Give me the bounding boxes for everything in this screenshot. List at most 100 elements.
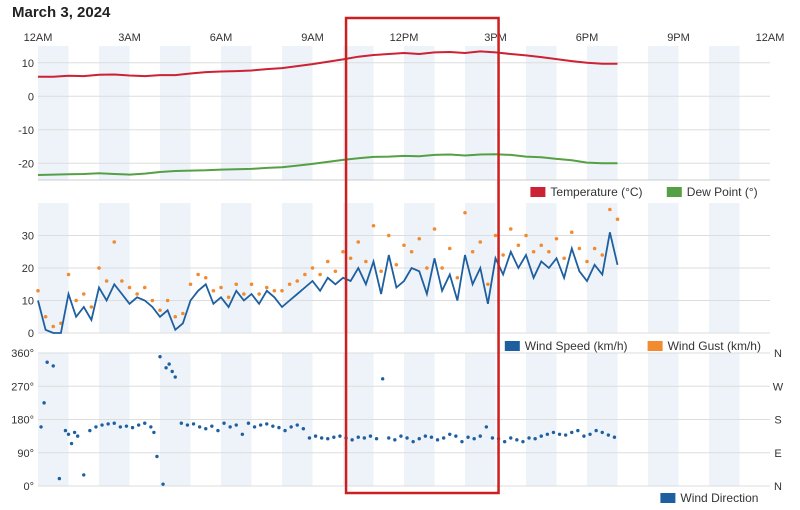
- wind-direction-point: [478, 434, 482, 438]
- wind-direction-point: [39, 425, 43, 429]
- wind-direction-point: [161, 482, 165, 486]
- page-title: March 3, 2024: [12, 4, 111, 21]
- highlight-rectangle: [344, 16, 500, 495]
- dew_point-line: [37, 153, 618, 176]
- y-tick-label: 0: [28, 91, 34, 103]
- wind-gust-point: [562, 256, 566, 261]
- wind-direction-point: [612, 435, 617, 439]
- highlight-box: [344, 16, 500, 495]
- y-tick-label: 10: [22, 58, 34, 70]
- wind-direction-point: [472, 437, 476, 441]
- chart-series: [36, 50, 620, 486]
- wind-direction-point: [167, 362, 171, 366]
- wind-direction-point: [51, 364, 55, 368]
- wind-direction-point: [326, 437, 330, 441]
- wind-direction-point: [429, 435, 434, 439]
- wind-direction-point: [557, 432, 562, 436]
- legend-swatch: [660, 493, 676, 503]
- wind-direction-point: [136, 423, 141, 427]
- wind-direction-point: [112, 421, 116, 425]
- wind-direction-point: [234, 423, 238, 427]
- wind-gust-point: [150, 298, 155, 303]
- wind-gust-point: [280, 288, 284, 293]
- wind-gust-point: [264, 285, 269, 290]
- wind-gust-point: [97, 266, 101, 270]
- wind-gust-point: [585, 259, 589, 264]
- wind-direction-point: [228, 425, 232, 429]
- wind-gust-point: [226, 295, 231, 300]
- wind-direction-point: [509, 436, 513, 440]
- wind-direction-point: [88, 428, 92, 433]
- wind-direction-point: [155, 454, 159, 459]
- y-tick-label: -10: [18, 125, 34, 137]
- legend-swatch: [647, 341, 663, 351]
- direction-compass-labels: N W S E N: [773, 348, 784, 493]
- wind-gust-point: [203, 275, 208, 280]
- legend-label: Wind Direction: [680, 491, 758, 505]
- wind-direction-point: [252, 425, 257, 429]
- wind-direction-point: [380, 377, 385, 381]
- wind-gust-point: [249, 282, 254, 287]
- wind-direction-point: [191, 422, 196, 426]
- wind-gust-point: [120, 279, 124, 283]
- wind-gust-point: [89, 305, 94, 309]
- wind-gust-point: [127, 285, 132, 290]
- x-tick-label: 3PM: [484, 32, 507, 44]
- wind-direction-point: [149, 425, 153, 429]
- wind-direction-point: [158, 354, 162, 359]
- wind-direction-point: [66, 432, 71, 436]
- wind-gust-point: [142, 285, 147, 290]
- wind-gust-point: [234, 282, 239, 287]
- wind-direction-point: [545, 432, 550, 436]
- wind-direction-point: [258, 423, 263, 427]
- wind-gust-point: [104, 279, 109, 283]
- wind-direction-point: [94, 425, 98, 429]
- wind-direction-point: [374, 437, 379, 441]
- wind-gust-point: [577, 246, 582, 251]
- wind-direction-point: [600, 430, 604, 435]
- wind-direction-point: [185, 423, 190, 427]
- wind-gust-point: [371, 223, 376, 228]
- hour-band: [38, 46, 69, 180]
- y-tick-label: 180°: [11, 415, 34, 427]
- wind-direction-point: [460, 439, 464, 444]
- legend-swatch: [530, 187, 546, 197]
- wind-gust-point: [333, 269, 338, 274]
- legend-label: Wind Gust (km/h): [668, 339, 761, 353]
- wind-direction-point: [75, 434, 80, 438]
- wind-gust-point: [386, 233, 391, 238]
- hour-band: [648, 46, 679, 180]
- wind-gust-point: [501, 253, 505, 257]
- wind-direction-point: [319, 436, 324, 440]
- y-tick-label: 0: [28, 328, 34, 340]
- wind-gust-point: [547, 249, 551, 254]
- wind-gust-point: [417, 236, 422, 241]
- wind-direction-point: [399, 434, 403, 438]
- wind-direction-point: [350, 438, 354, 442]
- wind-direction-point: [240, 432, 245, 436]
- hour-band: [221, 46, 252, 180]
- legend-swatch: [504, 341, 520, 351]
- wind-gust-point: [196, 272, 200, 277]
- y-tick-label: 360°: [11, 348, 34, 360]
- wind-direction-point: [210, 424, 214, 428]
- wind-direction-point: [63, 428, 68, 433]
- wind-direction-point: [490, 436, 495, 440]
- wind-gust-point: [43, 314, 48, 319]
- legend-label: Temperature (°C): [550, 185, 642, 199]
- temperature-y-axis: 10 0 -10 -20: [18, 58, 34, 171]
- wind-gust-point: [364, 259, 368, 264]
- y-tick-label: 30: [22, 231, 34, 243]
- x-tick-label: 6PM: [576, 32, 599, 44]
- wind-direction-point: [271, 424, 275, 428]
- wind-direction-point: [338, 434, 342, 438]
- wind-gust-point: [478, 240, 483, 244]
- wind-gust-point: [508, 227, 513, 231]
- wind-gust-point: [592, 246, 597, 251]
- wind-gust-point: [440, 266, 444, 270]
- wind-direction-point: [82, 473, 86, 477]
- wind-gust-point: [394, 262, 399, 267]
- wind-gust-point: [569, 230, 574, 235]
- wind-direction-point: [570, 430, 574, 435]
